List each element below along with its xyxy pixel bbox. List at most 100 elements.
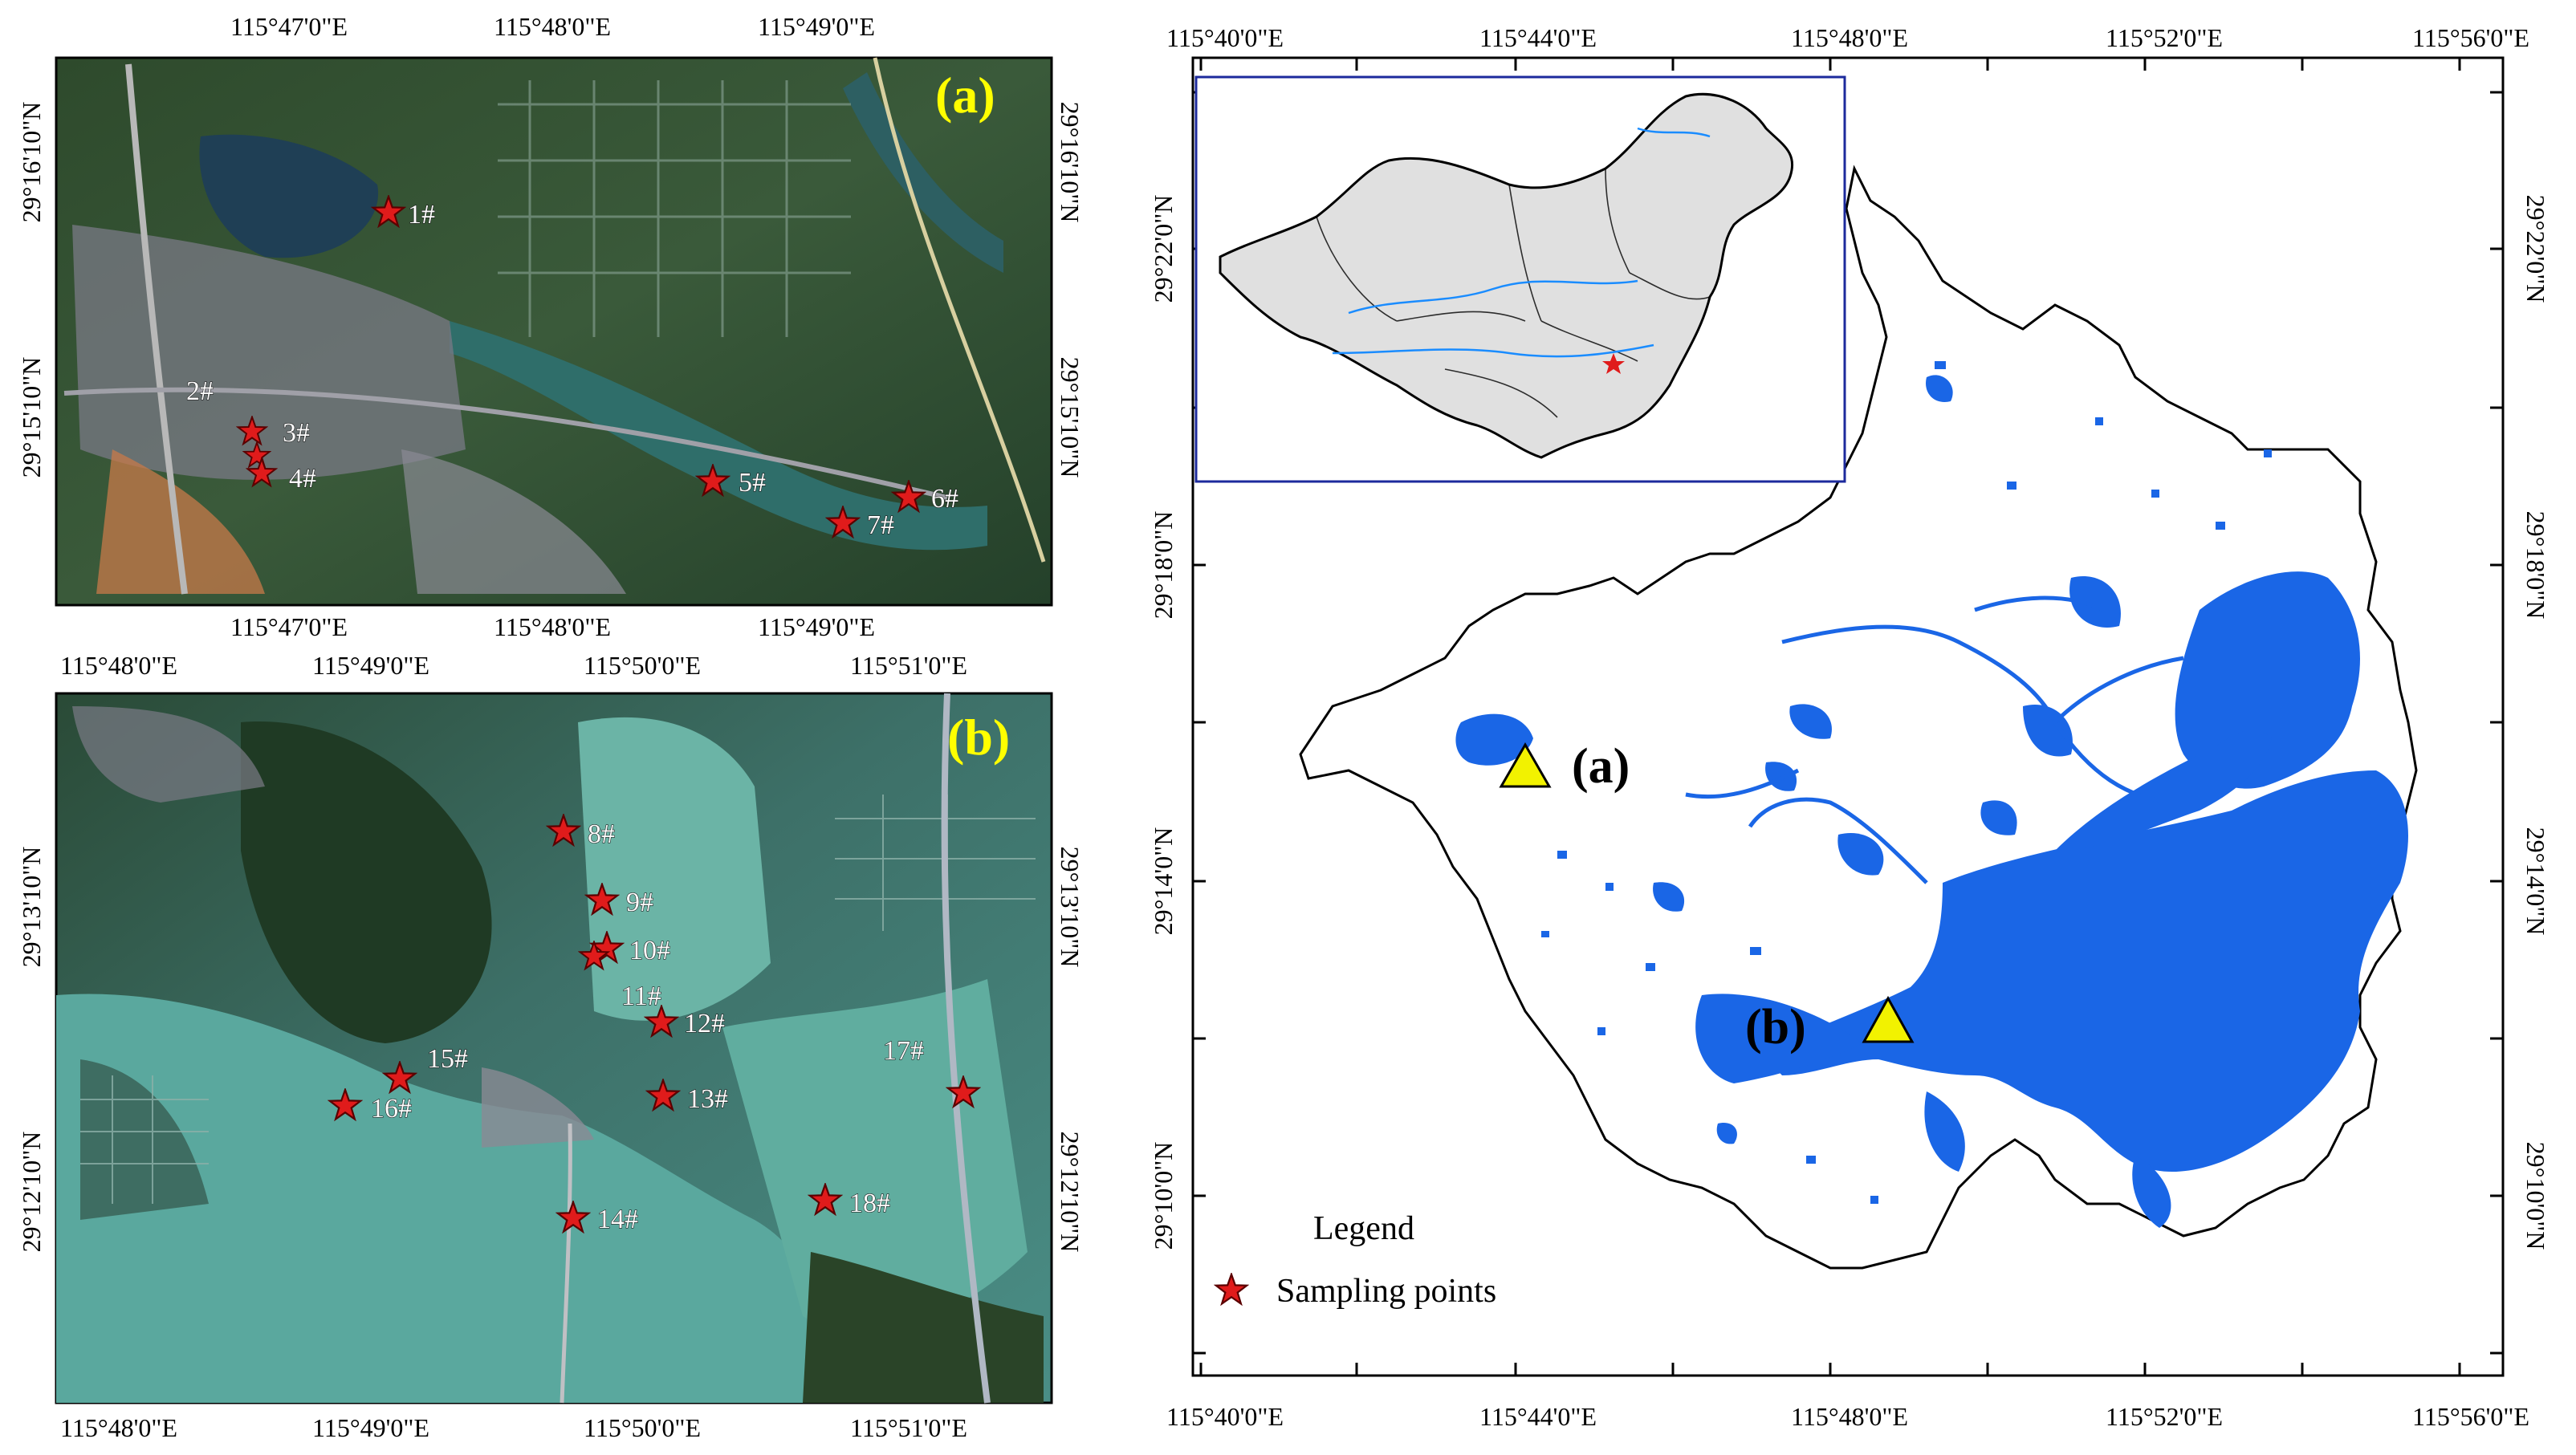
svg-text:115°48'0"E: 115°48'0"E bbox=[60, 1413, 177, 1442]
svg-text:115°49'0"E: 115°49'0"E bbox=[758, 612, 875, 641]
svg-text:115°40'0"E: 115°40'0"E bbox=[1166, 1402, 1284, 1431]
sampling-point-16: 16# bbox=[328, 1088, 413, 1124]
svg-text:17#: 17# bbox=[883, 1036, 924, 1066]
panel-a-right-axis: 29°16'10"N 29°15'10"N bbox=[1056, 102, 1085, 478]
svg-text:115°48'0"E: 115°48'0"E bbox=[60, 651, 177, 680]
svg-text:29°10'0"N: 29°10'0"N bbox=[1149, 1142, 1178, 1250]
site-b-marker: (b) bbox=[1745, 995, 1915, 1055]
china-outline bbox=[1219, 92, 1794, 459]
svg-text:29°14'0"N: 29°14'0"N bbox=[1149, 827, 1178, 936]
panel-a-bottom-axis: 115°47'0"E 115°48'0"E 115°49'0"E bbox=[230, 612, 875, 641]
panel-a-left-axis: 29°16'10"N 29°15'10"N bbox=[17, 102, 46, 478]
svg-text:(b): (b) bbox=[1745, 1000, 1806, 1055]
svg-text:115°48'0"E: 115°48'0"E bbox=[494, 12, 611, 41]
svg-text:115°50'0"E: 115°50'0"E bbox=[584, 651, 701, 680]
panel-a-tag: (a) bbox=[935, 67, 995, 124]
svg-text:29°18'0"N: 29°18'0"N bbox=[2521, 511, 2550, 620]
svg-text:115°44'0"E: 115°44'0"E bbox=[1479, 23, 1597, 52]
sampling-point-11: 11# bbox=[621, 981, 661, 1011]
sampling-point-10: 10# bbox=[590, 931, 671, 966]
panel-b-top-axis: 115°48'0"E 115°49'0"E 115°50'0"E 115°51'… bbox=[60, 651, 967, 680]
sampling-point-1: 1# bbox=[372, 195, 436, 230]
svg-text:11#: 11# bbox=[621, 982, 661, 1011]
panel-b-left-axis: 29°13'10"N 29°12'10"N bbox=[17, 847, 46, 1253]
panel-a-top-axis: 115°47'0"E 115°48'0"E 115°49'0"E bbox=[230, 12, 875, 41]
svg-text:29°15'10"N: 29°15'10"N bbox=[1056, 357, 1085, 478]
panel-a-river bbox=[450, 321, 987, 551]
sampling-point-9: 9# bbox=[585, 883, 654, 918]
panel-a: (a) 1# 2# 3# 4# 5# 6# 7# 115°47'0"E 115°… bbox=[17, 12, 1085, 641]
svg-text:6#: 6# bbox=[931, 484, 958, 514]
svg-text:5#: 5# bbox=[739, 468, 766, 498]
sampling-point-3: 3# bbox=[237, 416, 311, 449]
svg-text:115°48'0"E: 115°48'0"E bbox=[494, 612, 611, 641]
main-map: (a) (b) Legend bbox=[1149, 23, 2550, 1431]
yellow-triangle-icon bbox=[1862, 995, 1915, 1043]
svg-text:115°47'0"E: 115°47'0"E bbox=[230, 612, 348, 641]
main-map-bottom-axis: 115°40'0"E 115°44'0"E 115°48'0"E 115°52'… bbox=[1166, 1402, 2529, 1431]
rivers bbox=[1685, 595, 2184, 884]
legend-item-label: Sampling points bbox=[1276, 1273, 1496, 1310]
main-map-left-axis: 29°22'0"N 29°18'0"N 29°14'0"N 29°10'0"N bbox=[1149, 195, 1178, 1250]
main-map-tick-marks bbox=[1193, 58, 2503, 1376]
svg-text:115°49'0"E: 115°49'0"E bbox=[758, 12, 875, 41]
svg-text:115°48'0"E: 115°48'0"E bbox=[1791, 23, 1908, 52]
legend-title: Legend bbox=[1313, 1210, 1414, 1247]
sampling-point-18: 18# bbox=[808, 1183, 891, 1219]
svg-text:29°14'0"N: 29°14'0"N bbox=[2521, 827, 2550, 936]
svg-text:115°49'0"E: 115°49'0"E bbox=[312, 651, 429, 680]
svg-text:2#: 2# bbox=[186, 376, 214, 406]
svg-text:15#: 15# bbox=[427, 1044, 468, 1074]
svg-text:115°56'0"E: 115°56'0"E bbox=[2412, 1402, 2529, 1431]
panel-b: (b) 8# 9# 10# 11# 12# 13# 14# 15# 16# 17… bbox=[17, 651, 1085, 1442]
svg-text:14#: 14# bbox=[597, 1205, 638, 1234]
site-a-marker: (a) bbox=[1499, 739, 1630, 794]
svg-text:29°16'10"N: 29°16'10"N bbox=[17, 102, 46, 223]
svg-text:1#: 1# bbox=[408, 200, 435, 230]
svg-text:115°51'0"E: 115°51'0"E bbox=[850, 651, 967, 680]
svg-text:115°48'0"E: 115°48'0"E bbox=[1791, 1402, 1908, 1431]
legend: Legend Sampling points bbox=[1215, 1210, 1496, 1310]
svg-text:29°15'10"N: 29°15'10"N bbox=[17, 357, 46, 478]
sampling-point-17: 17# bbox=[882, 1035, 980, 1108]
svg-text:115°50'0"E: 115°50'0"E bbox=[584, 1413, 701, 1442]
svg-text:29°16'10"N: 29°16'10"N bbox=[1056, 102, 1085, 223]
main-map-top-axis: 115°40'0"E 115°44'0"E 115°48'0"E 115°52'… bbox=[1166, 23, 2529, 52]
svg-text:115°52'0"E: 115°52'0"E bbox=[2106, 1402, 2223, 1431]
red-star-icon bbox=[1602, 353, 1625, 374]
panel-b-water bbox=[56, 994, 824, 1403]
svg-text:10#: 10# bbox=[629, 936, 670, 965]
sampling-point-5: 5# bbox=[696, 464, 767, 498]
svg-text:(a): (a) bbox=[1572, 739, 1630, 794]
svg-text:3#: 3# bbox=[283, 418, 310, 448]
svg-text:115°40'0"E: 115°40'0"E bbox=[1166, 23, 1284, 52]
sampling-point-2: 2# bbox=[185, 376, 214, 406]
svg-text:115°51'0"E: 115°51'0"E bbox=[850, 1413, 967, 1442]
svg-text:29°12'10"N: 29°12'10"N bbox=[17, 1132, 46, 1253]
svg-text:4#: 4# bbox=[289, 464, 316, 494]
svg-text:16#: 16# bbox=[371, 1094, 412, 1124]
sampling-point-14: 14# bbox=[556, 1201, 639, 1235]
svg-text:8#: 8# bbox=[588, 819, 615, 849]
panel-b-tag: (b) bbox=[947, 709, 1010, 766]
svg-text:29°12'10"N: 29°12'10"N bbox=[1056, 1132, 1085, 1253]
main-map-right-axis: 29°22'0"N 29°18'0"N 29°14'0"N 29°10'0"N bbox=[2521, 195, 2550, 1250]
sampling-point-15: 15# bbox=[383, 1043, 469, 1093]
sampling-point-4: 4# bbox=[246, 457, 317, 494]
svg-text:29°10'0"N: 29°10'0"N bbox=[2521, 1142, 2550, 1250]
panel-b-right-axis: 29°13'10"N 29°12'10"N bbox=[1056, 847, 1085, 1253]
panel-a-lake bbox=[199, 134, 379, 258]
yellow-triangle-icon bbox=[1499, 742, 1552, 788]
svg-text:13#: 13# bbox=[687, 1084, 728, 1114]
svg-text:115°52'0"E: 115°52'0"E bbox=[2106, 23, 2223, 52]
svg-text:29°18'0"N: 29°18'0"N bbox=[1149, 511, 1178, 620]
sampling-point-12: 12# bbox=[645, 1005, 726, 1039]
panel-b-bottom-axis: 115°48'0"E 115°49'0"E 115°50'0"E 115°51'… bbox=[60, 1413, 967, 1442]
svg-text:115°49'0"E: 115°49'0"E bbox=[312, 1413, 429, 1442]
svg-text:29°13'10"N: 29°13'10"N bbox=[17, 847, 46, 968]
svg-text:9#: 9# bbox=[626, 888, 653, 917]
svg-text:12#: 12# bbox=[684, 1009, 725, 1038]
svg-text:115°56'0"E: 115°56'0"E bbox=[2412, 23, 2529, 52]
sampling-point-6: 6# bbox=[892, 480, 959, 514]
